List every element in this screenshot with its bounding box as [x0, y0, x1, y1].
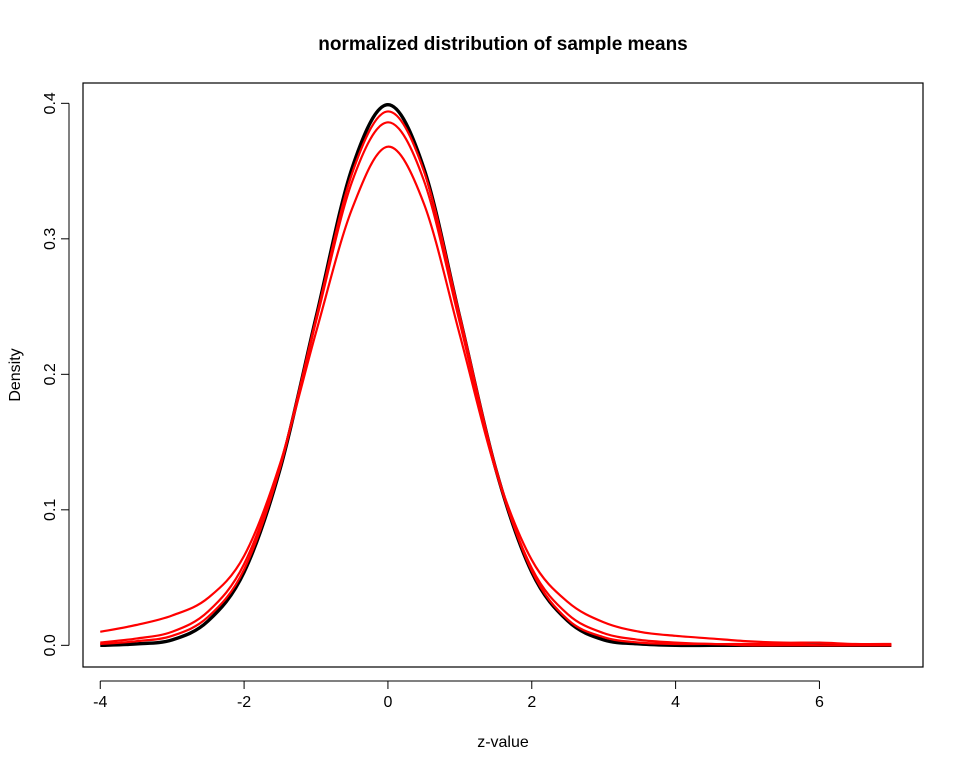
series-layer — [100, 102, 892, 648]
y-tick-label: 0.0 — [42, 634, 59, 656]
series-line-1 — [100, 102, 892, 648]
x-tick-label: 0 — [383, 694, 392, 711]
x-tick-label: 2 — [527, 694, 536, 711]
x-tick-label: 4 — [671, 694, 680, 711]
x-tick-label: 6 — [815, 694, 824, 711]
x-axis: -4 -2 0 2 4 6 — [93, 680, 824, 711]
y-tick-label: 0.3 — [42, 228, 59, 250]
series-line-2 — [100, 110, 892, 647]
x-axis-label: z-value — [477, 734, 529, 751]
y-tick-label: 0.2 — [42, 363, 59, 385]
plot-frame — [82, 82, 924, 668]
y-tick-label: 0.4 — [42, 92, 59, 114]
x-tick-label: -2 — [237, 694, 251, 711]
y-tick-label: 0.1 — [42, 499, 59, 521]
y-axis: 0.0 0.1 0.2 0.3 0.4 — [42, 92, 70, 656]
x-tick-label: -4 — [93, 694, 107, 711]
y-axis-label: Density — [7, 348, 24, 401]
chart-title: normalized distribution of sample means — [318, 34, 688, 55]
series-line-4 — [100, 145, 892, 646]
series-line-3 — [100, 121, 892, 647]
